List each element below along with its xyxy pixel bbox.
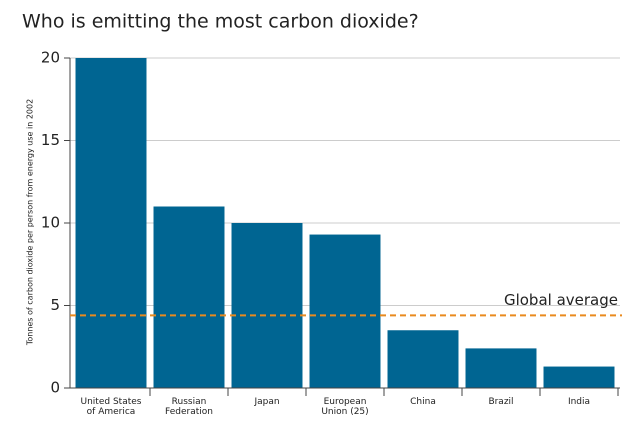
- y-axis-label: Tonnes of carbon dioxide per person from…: [26, 99, 35, 346]
- x-tick-label: India: [567, 397, 591, 407]
- y-tick-label: 0: [50, 379, 60, 397]
- y-tick-label: 10: [41, 214, 60, 232]
- bar: [75, 58, 147, 388]
- chart-title: Who is emitting the most carbon dioxide?: [22, 11, 419, 33]
- bar: [309, 234, 381, 388]
- bar: [231, 223, 303, 388]
- reference-label: Global average: [504, 291, 618, 309]
- x-tick-label: China: [410, 397, 436, 407]
- x-tick-label: Russian Federation: [165, 397, 213, 417]
- y-tick-label: 5: [50, 296, 60, 314]
- x-tick-label: European Union (25): [321, 397, 369, 417]
- x-tick-label: Japan: [254, 397, 280, 407]
- bar: [465, 348, 537, 388]
- bar: [387, 330, 459, 388]
- bar: [153, 206, 225, 388]
- x-tick-label: Brazil: [488, 397, 514, 407]
- y-tick-label: 20: [41, 49, 60, 67]
- x-tick-label: United States of America: [80, 397, 142, 417]
- bar: [543, 366, 615, 388]
- y-tick-label: 15: [41, 131, 60, 149]
